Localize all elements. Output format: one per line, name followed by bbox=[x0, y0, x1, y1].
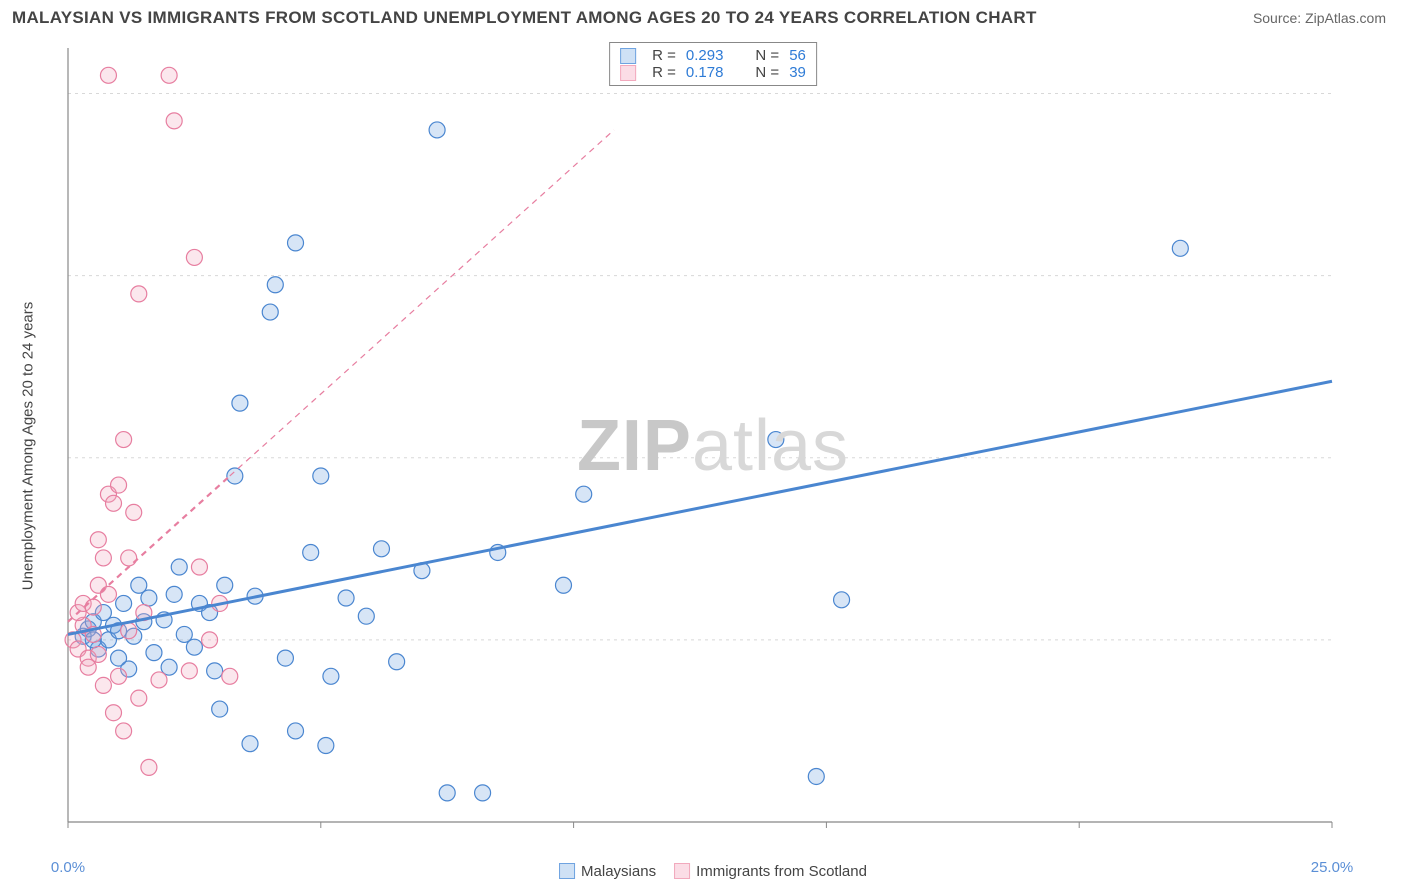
legend-swatch bbox=[620, 48, 636, 64]
x-tick-label: 0.0% bbox=[51, 859, 85, 876]
r-value: 0.178 bbox=[686, 64, 724, 81]
n-label: N = bbox=[755, 64, 779, 81]
r-value: 0.293 bbox=[686, 47, 724, 64]
legend-swatch bbox=[674, 863, 690, 879]
r-label: R = bbox=[652, 64, 676, 81]
legend-item: Immigrants from Scotland bbox=[674, 863, 867, 880]
chart-title: MALAYSIAN VS IMMIGRANTS FROM SCOTLAND UN… bbox=[12, 8, 1037, 28]
legend-swatch bbox=[620, 65, 636, 81]
r-label: R = bbox=[652, 47, 676, 64]
n-value: 39 bbox=[789, 64, 806, 81]
correlation-legend: R = 0.293 N = 56 R = 0.178 N = 39 bbox=[609, 42, 817, 86]
legend-item: Malaysians bbox=[559, 863, 656, 880]
n-value: 56 bbox=[789, 47, 806, 64]
n-label: N = bbox=[755, 47, 779, 64]
chart-header: MALAYSIAN VS IMMIGRANTS FROM SCOTLAND UN… bbox=[0, 0, 1406, 32]
correlation-row: R = 0.178 N = 39 bbox=[620, 64, 806, 81]
series-legend: Malaysians Immigrants from Scotland bbox=[559, 863, 867, 880]
chart-source: Source: ZipAtlas.com bbox=[1253, 10, 1386, 26]
legend-swatch bbox=[559, 863, 575, 879]
scatter-plot bbox=[60, 40, 1340, 830]
chart-area: Unemployment Among Ages 20 to 24 years Z… bbox=[40, 40, 1386, 852]
x-tick-label: 25.0% bbox=[1311, 859, 1354, 876]
y-axis-label: Unemployment Among Ages 20 to 24 years bbox=[20, 302, 37, 591]
correlation-row: R = 0.293 N = 56 bbox=[620, 47, 806, 64]
